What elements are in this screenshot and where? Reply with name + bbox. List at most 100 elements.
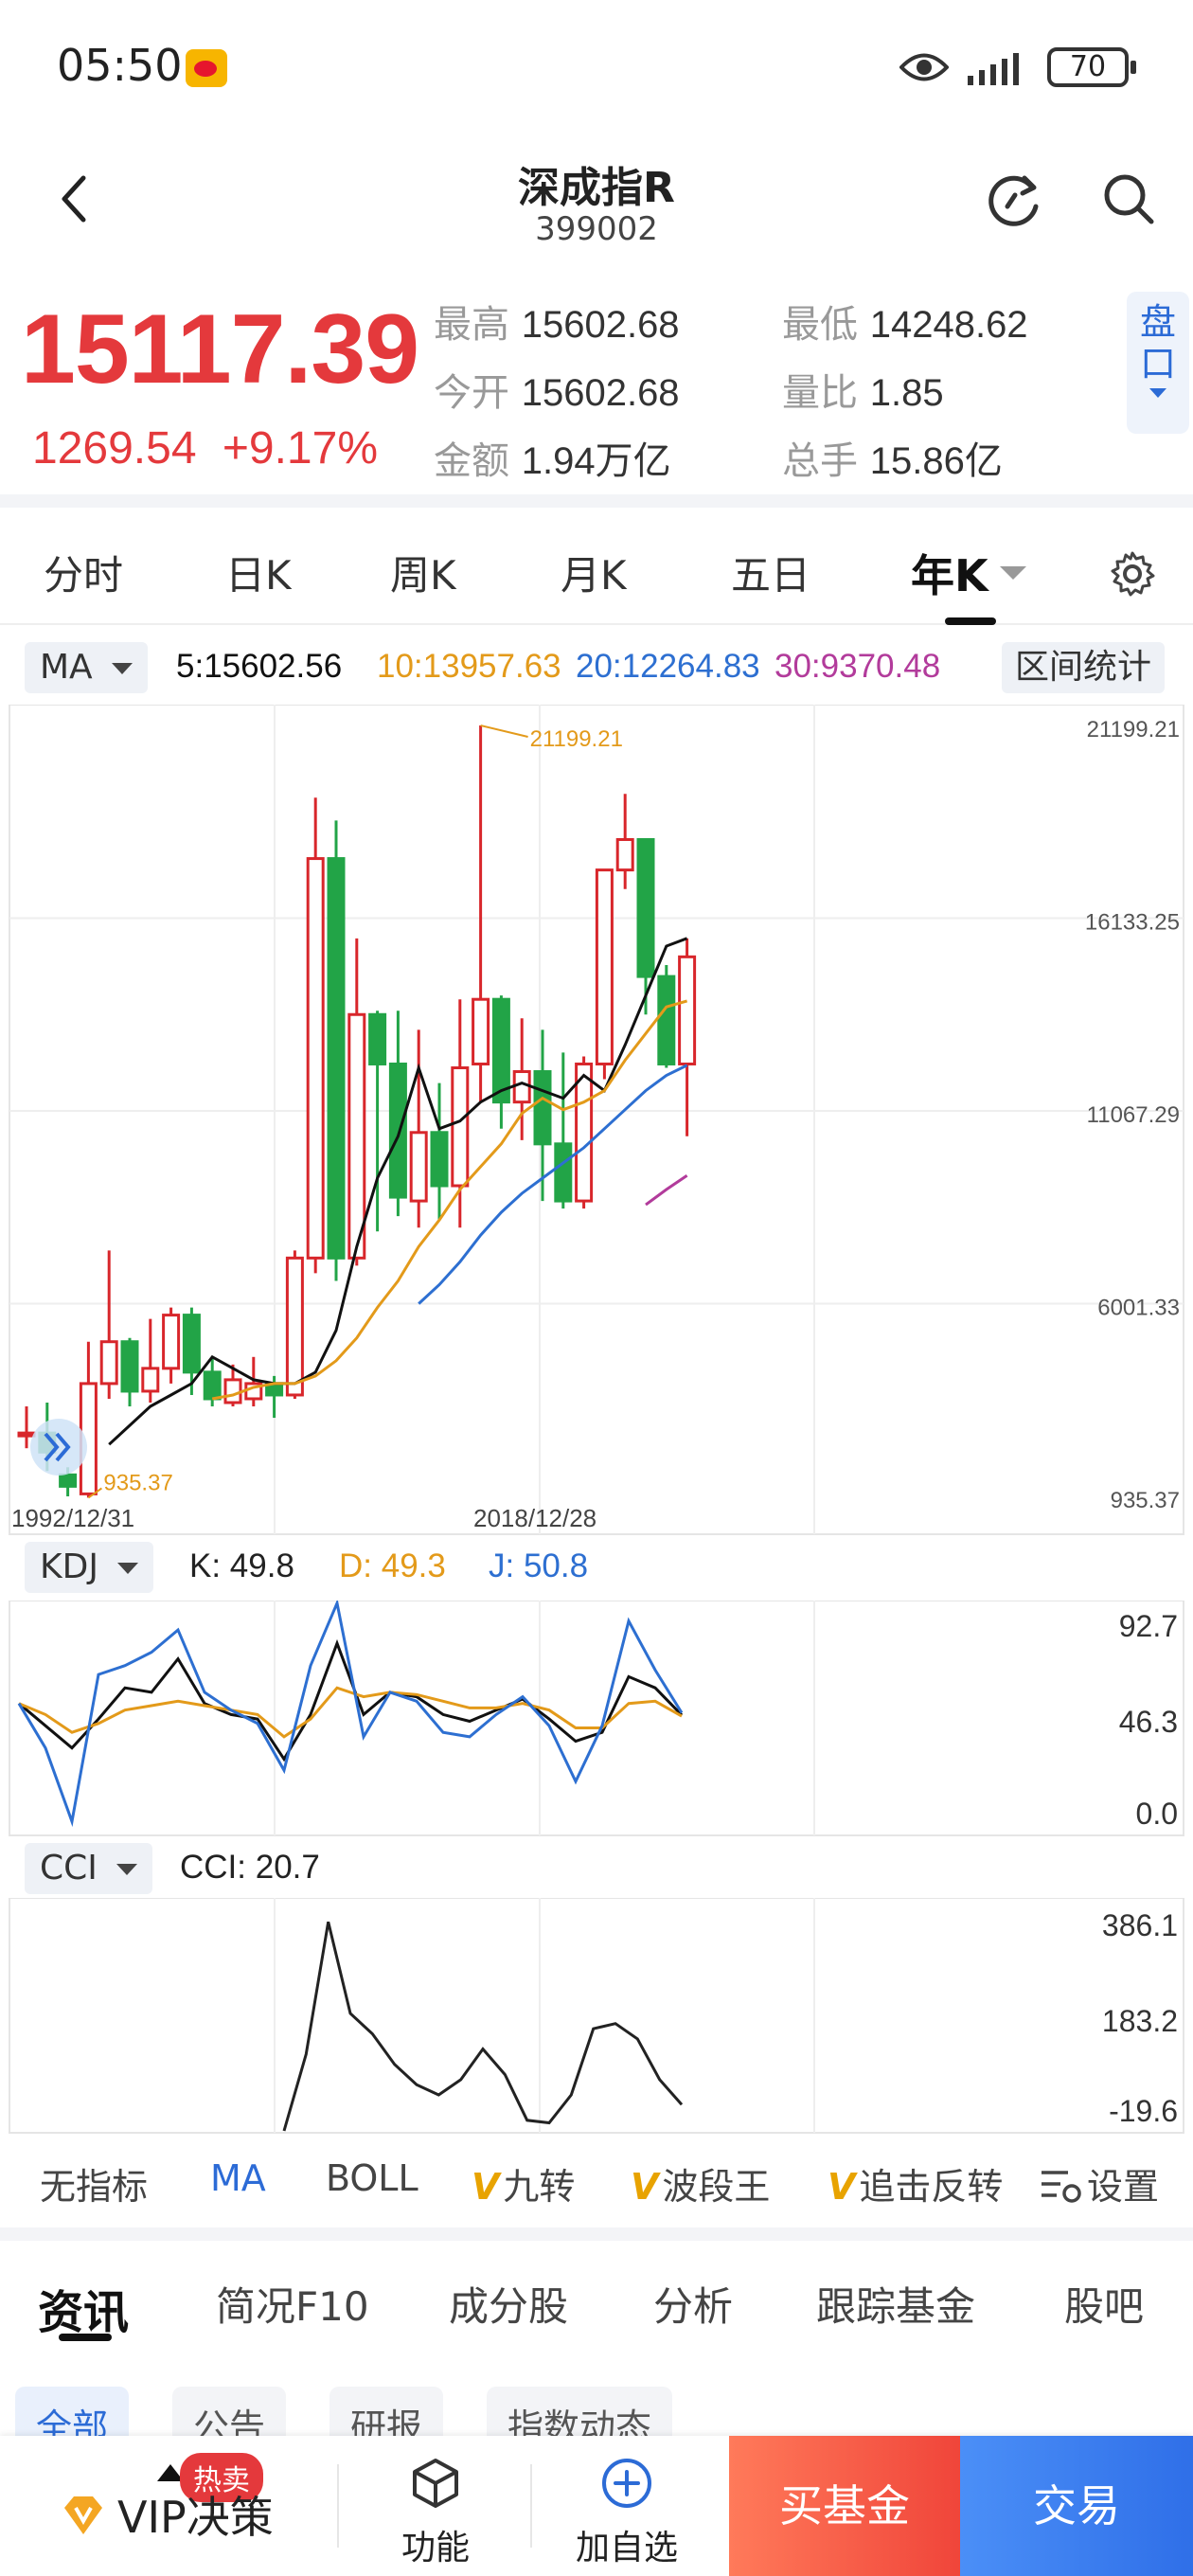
tab-month-k[interactable]: 月K: [561, 552, 627, 599]
candle-body: [657, 975, 676, 1065]
tab-underline: [945, 617, 996, 625]
candle: [141, 1318, 160, 1403]
caret-down-icon[interactable]: [1000, 566, 1026, 580]
cci-legend-row: CCI CCI: 20.7: [0, 1837, 1193, 1900]
chip-research[interactable]: 研报: [329, 2387, 444, 2436]
candle: [120, 1337, 139, 1407]
pankou-label: 盘口: [1139, 301, 1176, 385]
candle: [554, 1052, 573, 1209]
settings-icon: [1042, 2171, 1081, 2203]
kdj-d-line: [18, 1686, 683, 1739]
chip-announcements[interactable]: 公告: [172, 2387, 287, 2436]
chip-index-news[interactable]: 指数动态: [487, 2387, 673, 2436]
tab-tracking-funds[interactable]: 跟踪基金: [816, 2283, 976, 2330]
option-nine-turn[interactable]: V 九转: [472, 2166, 576, 2208]
plus-circle-icon: [602, 2459, 651, 2508]
candle: [657, 965, 676, 1068]
info-tabs: 资讯 简况F10 成分股 分析 跟踪基金 股吧: [0, 2241, 1193, 2354]
tab-day-k[interactable]: 日K: [225, 552, 292, 599]
candle-body: [615, 837, 634, 872]
candle-body: [451, 1065, 470, 1188]
kdj-legend-row: KDJ K: 49.8 D: 49.3 J: 50.8: [0, 1536, 1193, 1599]
chart-frame: [9, 1601, 1184, 1836]
eye-icon: [899, 53, 949, 81]
tab-analysis[interactable]: 分析: [653, 2283, 734, 2330]
vip-v-icon: V: [631, 2166, 659, 2208]
nav-header: 深成指R 399002: [0, 133, 1193, 265]
candle-body: [636, 837, 655, 978]
candle: [182, 1307, 201, 1395]
ma10-line: [211, 999, 688, 1401]
tab-five-day[interactable]: 五日: [731, 552, 811, 599]
option-ma[interactable]: MA: [210, 2157, 266, 2199]
option-none[interactable]: 无指标: [40, 2166, 149, 2208]
kdj-selector[interactable]: KDJ: [25, 1542, 153, 1593]
buy-fund-button[interactable]: 买基金: [729, 2436, 960, 2576]
candle-body: [59, 1473, 78, 1488]
option-chase-reverse[interactable]: V 追击反转: [828, 2166, 1004, 2208]
refresh-icon[interactable]: [985, 169, 1045, 229]
price-change: 1269.54 +9.17%: [32, 422, 378, 474]
chart-frame: [9, 705, 1184, 1535]
ma5-value: 5:15602.56: [176, 648, 343, 685]
candle: [79, 1341, 98, 1498]
kdj-chart[interactable]: 92.7 46.3 0.0: [0, 1601, 1193, 1837]
chart-frame: [9, 1898, 1184, 2134]
ma10-value: 10:13957.63: [377, 648, 561, 685]
range-stats-button[interactable]: 区间统计: [1002, 642, 1166, 693]
candle-body: [285, 1256, 304, 1397]
tab-constituents[interactable]: 成分股: [449, 2283, 569, 2330]
tab-year-k[interactable]: 年K: [911, 550, 988, 601]
candle-body: [512, 1070, 531, 1104]
vip-v-icon: V: [472, 2166, 500, 2208]
x-tick-label: 1992/12/31: [11, 1504, 134, 1532]
divider: [337, 2464, 339, 2548]
candle-body: [306, 857, 325, 1260]
option-boll[interactable]: BOLL: [326, 2157, 418, 2199]
candle-body: [182, 1314, 201, 1374]
ma-selector[interactable]: MA: [25, 642, 148, 693]
option-band-king[interactable]: V 波段王: [631, 2166, 771, 2208]
candle: [285, 1250, 304, 1399]
stat-total-hands: 总手 15.86亿: [782, 439, 1003, 483]
tab-intraday[interactable]: 分时: [44, 552, 124, 599]
chevron-down-icon: [1149, 388, 1166, 398]
tab-forum[interactable]: 股吧: [1064, 2283, 1145, 2330]
search-icon[interactable]: [1098, 169, 1159, 229]
candle-body: [203, 1370, 222, 1401]
function-label: 功能: [401, 2529, 470, 2567]
chip-all[interactable]: 全部: [15, 2387, 130, 2436]
function-button[interactable]: 功能: [388, 2455, 483, 2569]
add-watchlist-button[interactable]: 加自选: [570, 2455, 684, 2569]
vip-decision-button[interactable]: VIP决策: [117, 2492, 274, 2543]
ma-legend-row: MA 5:15602.56 10:13957.63 20:12264.83 30…: [0, 636, 1193, 699]
y-tick-label: 21199.21: [1087, 717, 1180, 742]
candle: [99, 1250, 118, 1399]
candle: [430, 1082, 449, 1221]
caret-down-icon: [116, 1864, 137, 1875]
ma20-value: 20:12264.83: [576, 648, 760, 685]
year-k-chart[interactable]: 21199.21 16133.25 11067.29 6001.33 935.37 211…: [0, 705, 1193, 1538]
cci-value: CCI: 20.7: [180, 1849, 320, 1886]
option-settings[interactable]: 设置: [1040, 2157, 1159, 2209]
vip-v-icon: V: [828, 2166, 856, 2208]
stat-open: 今开 15602.68: [434, 371, 680, 415]
ma30-value: 30:9370.48: [775, 648, 941, 685]
candle-body: [347, 1012, 366, 1260]
cci-selector[interactable]: CCI: [25, 1843, 152, 1894]
tab-f10[interactable]: 简况F10: [216, 2283, 369, 2330]
gear-icon[interactable]: [1108, 549, 1157, 599]
back-icon[interactable]: [55, 170, 93, 227]
tab-week-k[interactable]: 周K: [390, 552, 456, 599]
min-annotation-line: [87, 1487, 102, 1499]
status-time: 05:50: [57, 40, 183, 91]
tab-news[interactable]: 资讯: [38, 2286, 130, 2339]
candle-body: [595, 868, 614, 1065]
ma30-line: [645, 1173, 688, 1207]
pankou-button[interactable]: 盘口: [1127, 292, 1189, 434]
stat-volume-ratio: 量比 1.85: [782, 371, 944, 415]
trade-button[interactable]: 交易: [960, 2436, 1193, 2576]
y-tick-label: -19.6: [1109, 2094, 1178, 2128]
cci-chart[interactable]: 386.1 183.2 -19.6: [0, 1898, 1193, 2135]
candle: [575, 1056, 594, 1209]
